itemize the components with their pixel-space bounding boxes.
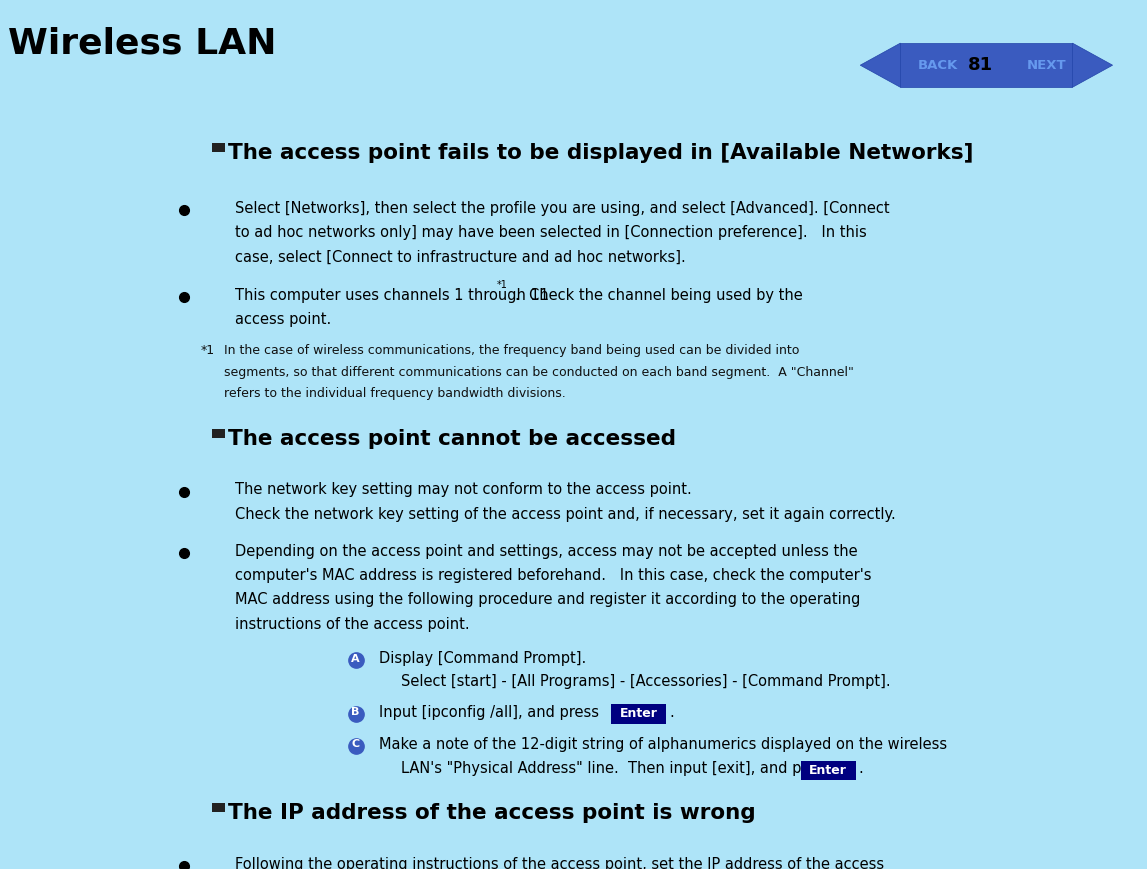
Text: This computer uses channels 1 through 11: This computer uses channels 1 through 11: [235, 288, 549, 302]
Text: Wireless LAN: Wireless LAN: [8, 26, 276, 60]
Text: instructions of the access point.: instructions of the access point.: [235, 617, 470, 632]
Text: LAN's "Physical Address" line.  Then input [exit], and press: LAN's "Physical Address" line. Then inpu…: [401, 761, 836, 776]
Text: .: .: [858, 761, 863, 776]
Text: .  Check the channel being used by the: . Check the channel being used by the: [515, 288, 803, 302]
Polygon shape: [1072, 43, 1113, 87]
Text: .: .: [670, 705, 674, 720]
Text: MAC address using the following procedure and register it according to the opera: MAC address using the following procedur…: [235, 593, 860, 607]
Text: The IP address of the access point is wrong: The IP address of the access point is wr…: [228, 803, 756, 823]
Text: Check the network key setting of the access point and, if necessary, set it agai: Check the network key setting of the acc…: [235, 507, 896, 522]
Text: Input [ipconfig /all], and press: Input [ipconfig /all], and press: [379, 705, 603, 720]
FancyBboxPatch shape: [611, 704, 666, 724]
Text: Enter: Enter: [809, 764, 848, 777]
Text: C: C: [351, 740, 360, 749]
Polygon shape: [860, 43, 900, 87]
Text: Enter: Enter: [619, 707, 658, 720]
Text: The network key setting may not conform to the access point.: The network key setting may not conform …: [235, 482, 692, 497]
Text: case, select [Connect to infrastructure and ad hoc networks].: case, select [Connect to infrastructure …: [235, 249, 686, 264]
Text: 81: 81: [968, 56, 993, 74]
Text: The access point cannot be accessed: The access point cannot be accessed: [228, 429, 676, 449]
Text: NEXT: NEXT: [1027, 59, 1067, 71]
Text: Select [Networks], then select the profile you are using, and select [Advanced].: Select [Networks], then select the profi…: [235, 201, 890, 216]
Text: B: B: [351, 707, 360, 718]
Text: Make a note of the 12-digit string of alphanumerics displayed on the wireless: Make a note of the 12-digit string of al…: [379, 737, 946, 752]
Text: Depending on the access point and settings, access may not be accepted unless th: Depending on the access point and settin…: [235, 544, 858, 559]
Text: computer's MAC address is registered beforehand.   In this case, check the compu: computer's MAC address is registered bef…: [235, 568, 872, 583]
Text: Select [start] - [All Programs] - [Accessories] - [Command Prompt].: Select [start] - [All Programs] - [Acces…: [401, 674, 891, 689]
Text: to ad hoc networks only] may have been selected in [Connection preference].   In: to ad hoc networks only] may have been s…: [235, 225, 867, 240]
FancyBboxPatch shape: [801, 760, 856, 780]
Text: BACK: BACK: [918, 59, 958, 71]
Text: A: A: [351, 654, 360, 664]
Text: refers to the individual frequency bandwidth divisions.: refers to the individual frequency bandw…: [224, 387, 565, 400]
FancyBboxPatch shape: [212, 429, 225, 438]
Text: *1: *1: [201, 344, 214, 357]
FancyBboxPatch shape: [212, 143, 225, 152]
Text: segments, so that different communications can be conducted on each band segment: segments, so that different communicatio…: [224, 366, 853, 379]
FancyBboxPatch shape: [212, 803, 225, 812]
FancyBboxPatch shape: [900, 43, 1072, 87]
Text: Display [Command Prompt].: Display [Command Prompt].: [379, 651, 586, 667]
Text: Following the operating instructions of the access point, set the IP address of : Following the operating instructions of …: [235, 857, 884, 869]
Text: The access point fails to be displayed in [Available Networks]: The access point fails to be displayed i…: [228, 143, 974, 163]
Text: *1: *1: [497, 280, 507, 290]
Text: access point.: access point.: [235, 312, 331, 327]
Text: In the case of wireless communications, the frequency band being used can be div: In the case of wireless communications, …: [224, 344, 799, 357]
